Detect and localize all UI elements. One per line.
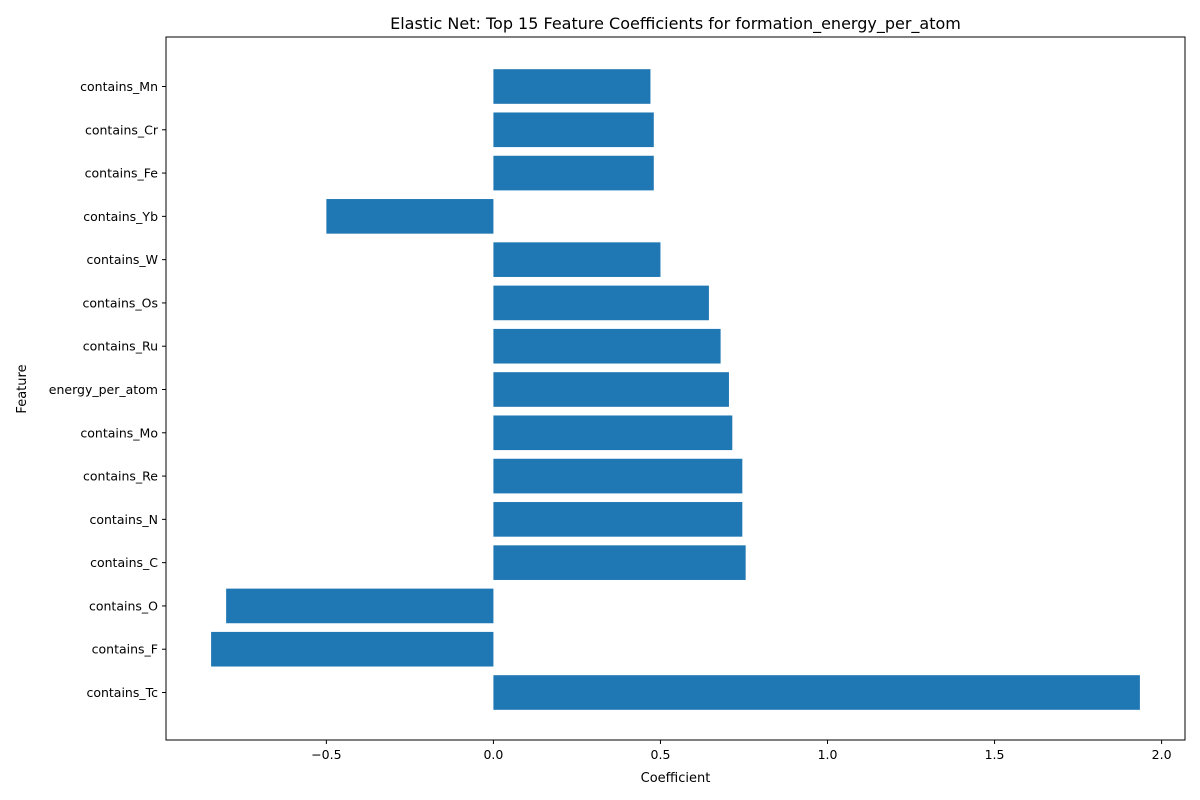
bar-contains-Yb: [326, 199, 494, 234]
y-axis-label: Feature: [15, 364, 30, 413]
bar-contains-Cr: [493, 112, 654, 148]
y-tick-label: contains_O: [89, 598, 158, 613]
y-tick-label: contains_Yb: [83, 209, 158, 224]
bar-contains-O: [226, 588, 494, 624]
bar-contains-Os: [493, 285, 709, 321]
bar-contains-Mo: [493, 415, 733, 451]
y-tick-label: contains_N: [89, 512, 158, 527]
y-tick-label: contains_C: [90, 555, 158, 570]
bar-contains-Fe: [493, 155, 654, 191]
plot-frame: [165, 36, 1186, 741]
y-tick-label: contains_F: [92, 642, 158, 657]
x-axis-label: Coefficient: [641, 771, 711, 786]
bar-contains-Tc: [493, 675, 1140, 710]
x-tick-label: −0.5: [311, 747, 341, 762]
y-tick-label: contains_Re: [83, 469, 158, 484]
x-tick-label: 1.0: [818, 747, 838, 762]
y-tick-label: contains_Mo: [80, 425, 158, 440]
bar-contains-F: [211, 631, 494, 667]
bar-contains-Ru: [493, 328, 721, 364]
y-tick-label: contains_Mn: [80, 79, 158, 94]
y-tick-label: contains_Os: [82, 295, 158, 310]
y-tick-label: contains_Fe: [85, 166, 159, 181]
x-tick-label: 2.0: [1152, 747, 1172, 762]
y-tick-label: contains_Ru: [83, 339, 158, 354]
bars-group: [211, 69, 1140, 710]
bar-contains-N: [493, 502, 743, 537]
y-tick-label: contains_Tc: [86, 685, 158, 700]
x-axis: −0.5 0.0 0.5 1.0 1.5 2.0: [311, 740, 1172, 762]
chart-title: Elastic Net: Top 15 Feature Coefficients…: [390, 14, 961, 34]
x-tick-label: 0.5: [651, 747, 671, 762]
y-tick-label: contains_W: [86, 252, 158, 267]
bar-contains-W: [493, 242, 661, 277]
y-tick-label: energy_per_atom: [49, 382, 158, 397]
y-tick-label: contains_Cr: [85, 122, 159, 137]
bar-energy-per-atom: [493, 372, 729, 407]
bar-contains-Re: [493, 458, 743, 494]
x-tick-label: 0.0: [483, 747, 503, 762]
bar-contains-C: [493, 545, 746, 580]
bar-contains-Mn: [493, 69, 651, 104]
x-tick-label: 1.5: [985, 747, 1005, 762]
y-axis: contains_Mn contains_Cr contains_Fecontain…: [49, 79, 166, 700]
